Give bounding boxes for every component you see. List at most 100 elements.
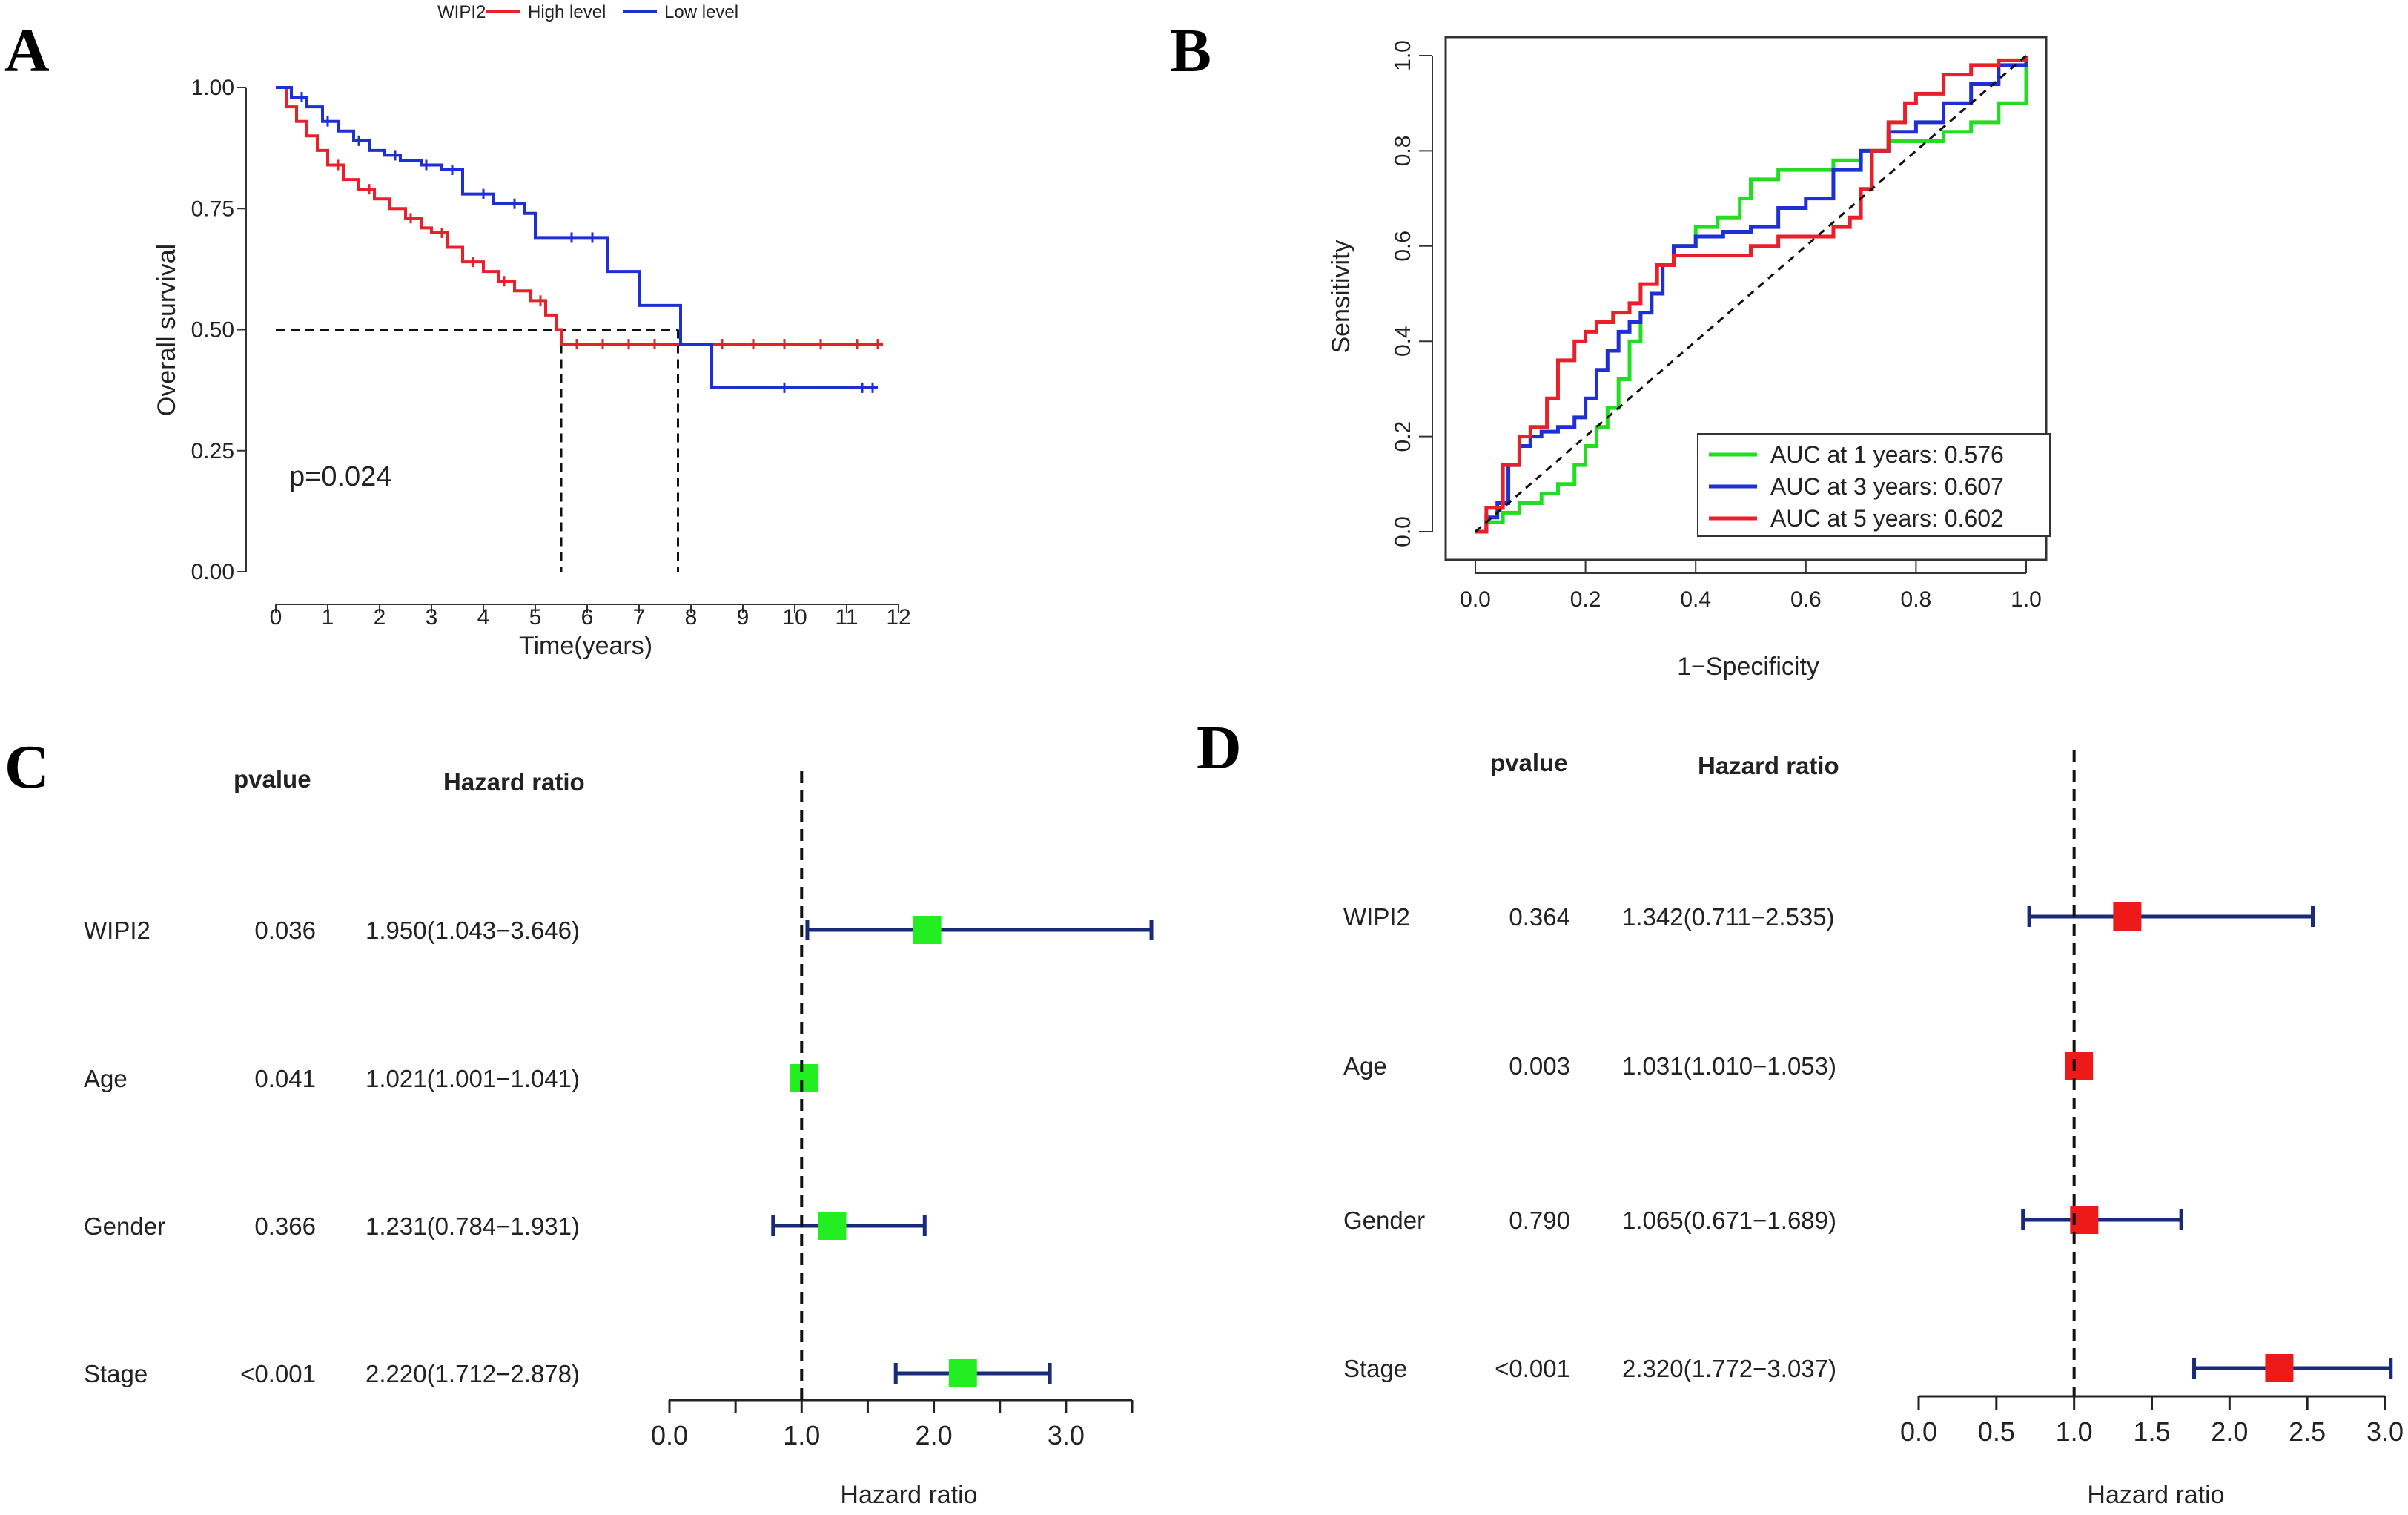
roc-x-axis-label: 1−Specificity (1677, 653, 1819, 681)
roc-y-tick-label: 0.4 (1391, 326, 1415, 357)
forest-d-hr-box (2065, 1052, 2094, 1080)
forest-d-x-tick-label: 2.5 (2289, 1416, 2326, 1447)
roc-reference-diagonal (1475, 54, 2027, 533)
km-x-tick-label: 11 (835, 605, 858, 630)
forest-d-plot: pvalue Hazard ratio WIPI2 0.364 1.342(0.71… (1343, 749, 2404, 1509)
forest-d-hr-box (2265, 1354, 2294, 1382)
forest-d-x-tick-label: 1.5 (2133, 1416, 2170, 1447)
km-y-tick-label: 0.25 (191, 439, 234, 463)
forest-c-x-tick-label: 2.0 (916, 1420, 953, 1450)
forest-c-row-hr-text: 2.220(1.712−2.878) (366, 1360, 580, 1387)
km-x-tick-label: 7 (633, 605, 646, 630)
roc-legend-label-5y: AUC at 5 years: 0.602 (1770, 505, 2004, 532)
km-x-tick-label: 10 (782, 605, 807, 630)
forest-c-hr-box (948, 1359, 977, 1387)
forest-d-x-tick-label: 2.0 (2211, 1416, 2248, 1447)
roc-y-tick-label: 1.0 (1391, 40, 1415, 71)
roc-plot: 0.0 0.2 0.4 0.6 0.8 1.0 0.0 0.2 0.4 0.6 0.8 1.0 AUC… (1327, 36, 2051, 681)
km-y-tick-label: 0.00 (191, 560, 234, 584)
forest-c-x-tick-label: 0.0 (651, 1420, 688, 1450)
forest-d-row-pvalue: 0.790 (1509, 1207, 1570, 1234)
forest-d-axes: 0.0 0.5 1.0 1.5 2.0 2.5 3.0 (1900, 750, 2404, 1447)
forest-d-x-tick-label: 0.0 (1900, 1416, 1937, 1447)
forest-c-x-tick-label: 3.0 (1048, 1420, 1085, 1450)
forest-d-row-hr-text: 1.065(0.671−1.689) (1622, 1207, 1836, 1234)
forest-c-header-hr: Hazard ratio (443, 768, 585, 796)
forest-d-row-hr-text: 1.342(0.711−2.535) (1622, 903, 1835, 931)
km-plot: WIPI2 High level Low level 0 1 2 3 4 5 6 7 8 9 10 1… (153, 2, 911, 660)
roc-y-axis-label: Sensitivity (1327, 240, 1355, 353)
forest-c-row-hr-text: 1.950(1.043−3.646) (366, 917, 580, 944)
km-y-tick-label: 0.75 (191, 197, 234, 221)
roc-x-tick-label: 1.0 (2011, 587, 2042, 612)
forest-d-header-pvalue: pvalue (1490, 749, 1568, 776)
roc-y-tick-label: 0.8 (1391, 136, 1415, 167)
forest-c-row-pvalue: <0.001 (240, 1360, 316, 1387)
roc-axes: 0.0 0.2 0.4 0.6 0.8 1.0 0.0 0.2 0.4 0.6 0.8 1.0 (1391, 40, 2042, 612)
forest-d-x-tick-label: 1.0 (2056, 1416, 2093, 1447)
panel-letter-a: A (4, 16, 50, 85)
forest-d-row-label: Stage (1343, 1355, 1407, 1382)
roc-x-tick-label: 0.8 (1901, 587, 1932, 612)
forest-c-row-label: Age (84, 1065, 128, 1092)
km-x-tick-label: 8 (685, 605, 698, 630)
roc-x-tick-label: 0.2 (1570, 587, 1601, 612)
forest-c-hr-box (913, 916, 942, 944)
roc-legend-label-1y: AUC at 1 years: 0.576 (1770, 441, 2004, 468)
forest-c-row-pvalue: 0.366 (254, 1212, 316, 1240)
km-curve-low (276, 86, 878, 389)
forest-c-row-label: Stage (84, 1360, 148, 1387)
roc-plot-frame (1444, 36, 2048, 561)
forest-c-plot: pvalue Hazard ratio WIPI2 0.036 1.950(1.04… (84, 765, 1154, 1509)
roc-x-tick-label: 0.6 (1790, 587, 1822, 612)
roc-legend-label-3y: AUC at 3 years: 0.607 (1770, 473, 2004, 500)
km-x-axis-label: Time(years) (519, 632, 652, 660)
forest-d-row-pvalue: <0.001 (1495, 1355, 1570, 1382)
forest-d-x-tick-label: 3.0 (2366, 1416, 2404, 1447)
km-y-axis-label: Overall survival (153, 244, 181, 416)
km-annotation-pvalue: p=0.024 (289, 461, 391, 492)
forest-c-row-pvalue: 0.041 (254, 1065, 316, 1092)
roc-y-tick-label: 0.2 (1391, 421, 1415, 452)
km-y-tick-label: 1.00 (191, 76, 234, 100)
forest-c-row-hr-text: 1.231(0.784−1.931) (366, 1212, 580, 1240)
km-x-tick-label: 3 (426, 605, 438, 630)
forest-c-x-tick-label: 1.0 (783, 1420, 820, 1450)
forest-d-header-hr: Hazard ratio (1698, 752, 1839, 779)
panel-letter-b: B (1170, 16, 1211, 85)
forest-d-rows: WIPI2 0.364 1.342(0.711−2.535) Age 0.003 1.03… (1343, 902, 2393, 1382)
forest-d-row-label: WIPI2 (1343, 903, 1410, 931)
roc-x-tick-label: 0.0 (1460, 587, 1491, 612)
km-x-tick-label: 5 (529, 605, 542, 630)
forest-c-row-label: WIPI2 (84, 917, 150, 944)
forest-d-row-label: Age (1343, 1052, 1387, 1080)
forest-d-row-hr-text: 1.031(1.010−1.053) (1622, 1052, 1836, 1080)
km-x-tick-label: 0 (270, 605, 282, 630)
km-axes: 0 1 2 3 4 5 6 7 8 9 10 11 120.000.250.500.751.00 (191, 76, 911, 630)
km-curve-high (276, 86, 883, 346)
km-series-group (276, 86, 883, 393)
forest-c-hr-box (790, 1064, 819, 1092)
km-x-tick-label: 6 (581, 605, 594, 630)
forest-d-hr-box (2113, 902, 2142, 931)
forest-c-row-label: Gender (84, 1212, 165, 1240)
km-median-reference (276, 329, 679, 572)
forest-c-x-axis-label: Hazard ratio (840, 1481, 977, 1509)
forest-c-hr-box (818, 1212, 847, 1240)
panel-letter-d: D (1197, 713, 1242, 782)
forest-c-row-hr-text: 1.021(1.001−1.041) (366, 1065, 580, 1092)
km-x-tick-label: 4 (477, 605, 490, 630)
forest-d-x-tick-label: 0.5 (1978, 1416, 2015, 1447)
roc-series-group (1475, 54, 2028, 534)
forest-c-header-pvalue: pvalue (234, 765, 311, 793)
roc-x-tick-label: 0.4 (1680, 587, 1711, 612)
forest-c-rows: WIPI2 0.036 1.950(1.043−3.646) Age 0.041 1.02… (84, 916, 1154, 1387)
panel-letter-c: C (4, 733, 50, 802)
km-x-tick-label: 2 (374, 605, 386, 630)
roc-y-tick-label: 0.6 (1391, 231, 1415, 262)
km-legend-title: WIPI2 (437, 2, 486, 22)
forest-d-row-pvalue: 0.364 (1509, 903, 1570, 931)
roc-curve-5y (1475, 56, 2028, 534)
forest-c-row-pvalue: 0.036 (254, 917, 316, 944)
